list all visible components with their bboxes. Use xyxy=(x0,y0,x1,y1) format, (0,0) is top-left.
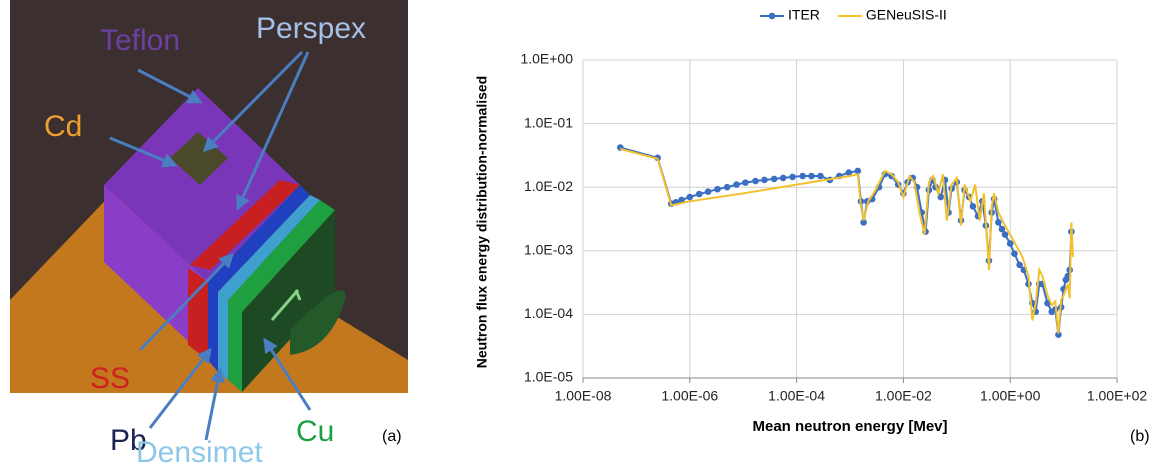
data-point xyxy=(999,226,1006,233)
data-point xyxy=(808,173,815,180)
data-point xyxy=(789,174,796,181)
data-point xyxy=(771,176,778,183)
label-teflon: Teflon xyxy=(100,24,180,57)
label-densimet: Densimet xyxy=(136,436,263,468)
data-point xyxy=(742,179,749,186)
data-point xyxy=(1011,250,1018,257)
data-point xyxy=(995,219,1002,226)
caption-a: (a) xyxy=(382,428,402,445)
x-tick-label: 1.00E-08 xyxy=(555,388,612,404)
x-axis-title: Mean neutron energy [Mev] xyxy=(752,418,947,435)
x-tick-label: 1.00E-04 xyxy=(768,388,825,404)
y-tick-label: 1.0E+00 xyxy=(520,51,573,67)
label-cu: Cu xyxy=(296,415,334,448)
legend-label: ITER xyxy=(788,7,820,23)
label-perspex: Perspex xyxy=(256,12,366,45)
chart: 1.0E-05 1.0E-04 1.0E-03 1.0E-02 1.0E-01 1.0E+… xyxy=(520,7,1147,404)
y-tick-label: 1.0E-01 xyxy=(524,114,573,130)
data-point xyxy=(780,175,787,182)
plot-area xyxy=(583,60,1117,378)
y-tick-label: 1.0E-02 xyxy=(524,178,573,194)
data-point xyxy=(696,191,703,198)
x-tick-label: 1.00E+02 xyxy=(1087,388,1148,404)
label-cd: Cd xyxy=(44,110,82,143)
data-point xyxy=(687,194,694,201)
y-tick-label: 1.0E-05 xyxy=(524,369,573,385)
data-point xyxy=(733,181,740,188)
y-tick-label: 1.0E-03 xyxy=(524,242,573,258)
data-point xyxy=(714,186,721,193)
data-point xyxy=(799,173,806,180)
data-point xyxy=(1002,231,1009,238)
caption-b: (b) xyxy=(1130,428,1150,445)
data-point xyxy=(1007,240,1014,247)
data-point xyxy=(752,178,759,185)
x-tick-label: 1.00E+00 xyxy=(980,388,1041,404)
render-panel xyxy=(10,0,408,440)
label-ss: SS xyxy=(90,362,130,395)
legend-marker xyxy=(769,13,776,20)
x-tick-label: 1.00E-02 xyxy=(875,388,932,404)
x-tick-label: 1.00E-06 xyxy=(661,388,718,404)
data-point xyxy=(817,173,824,180)
data-point xyxy=(761,177,768,184)
legend-label: GENeuSIS-II xyxy=(866,7,947,23)
data-point xyxy=(705,188,712,195)
data-point xyxy=(724,184,731,191)
y-axis-title: Neutron flux energy distribution-normali… xyxy=(474,76,490,368)
figure: Teflon Perspex Cd SS Pb Densimet Cu (a) … xyxy=(0,0,1161,468)
y-tick-label: 1.0E-04 xyxy=(524,305,573,321)
data-point xyxy=(1016,262,1023,269)
